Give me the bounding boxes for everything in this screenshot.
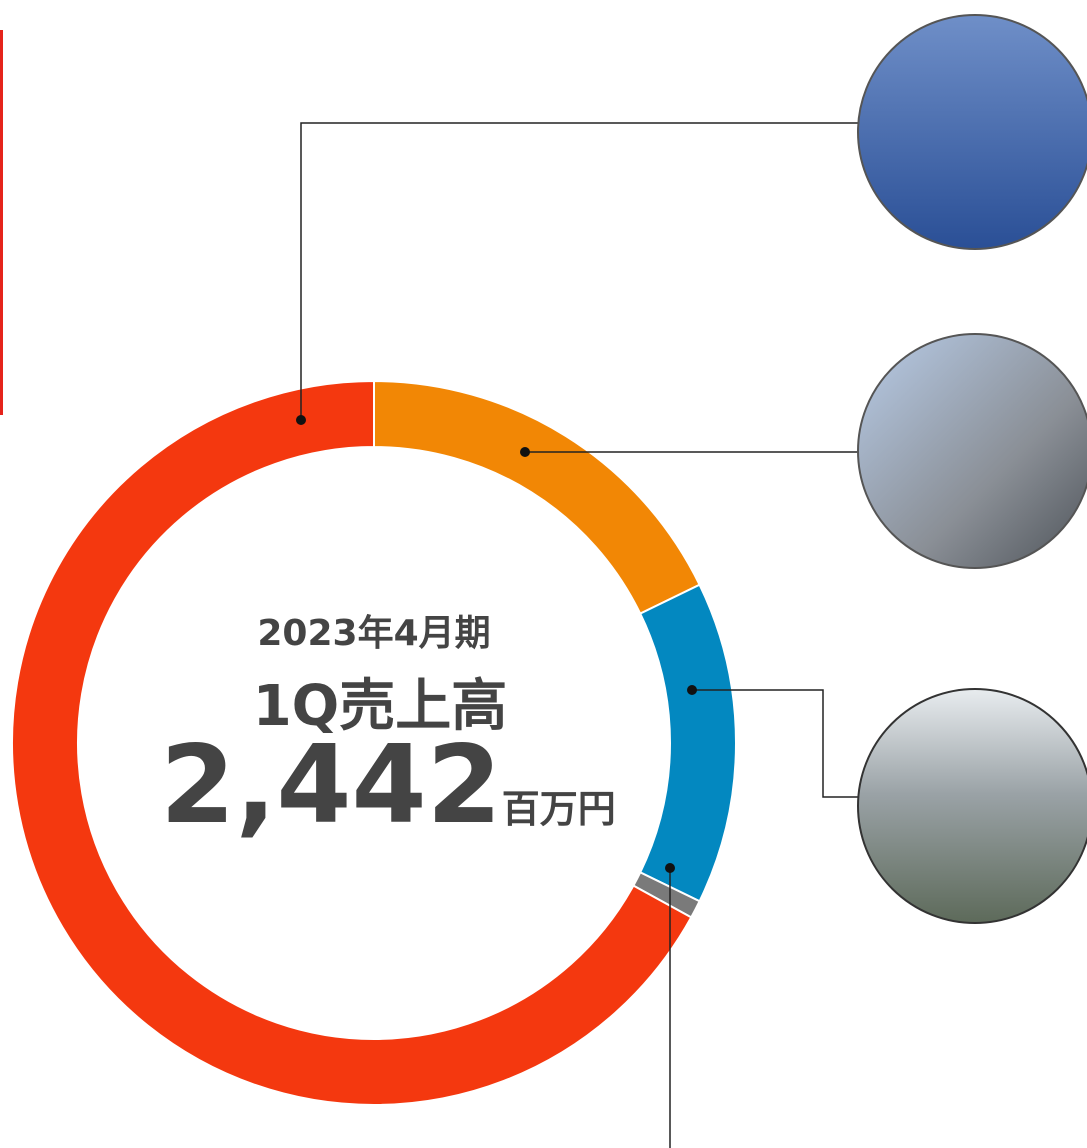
leader-line [300,122,858,420]
donut-segment [638,583,737,903]
photo [857,688,1087,924]
leader-dot [520,447,530,457]
donut-segment [373,379,701,615]
total-value: 2,442 [160,723,502,848]
total: 2,442百万円 [160,723,616,848]
donut [11,379,737,1106]
total-unit: 百万円 [502,787,616,831]
leader-dot [687,685,697,695]
chart-title: 2023年4月期 [257,613,490,654]
leader-dot [665,863,675,873]
photo [857,14,1087,250]
photo [857,333,1087,569]
leader-line [692,689,858,798]
accent-bar [0,30,3,415]
donut-segment [11,379,693,1106]
chart-subtitle: 1Q売上高 [253,674,508,739]
leader-dot [296,415,306,425]
